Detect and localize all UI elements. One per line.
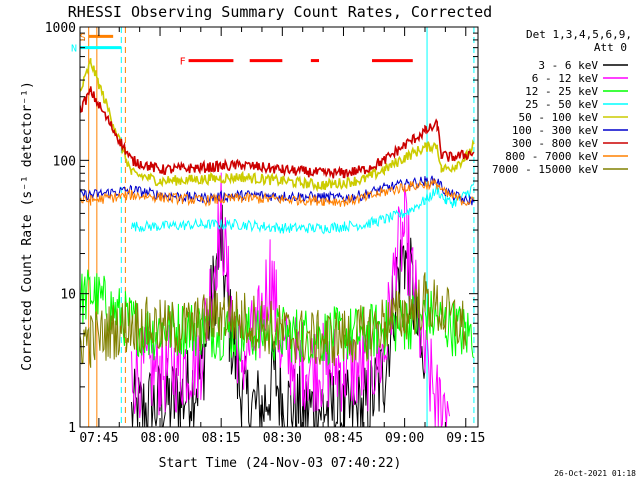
series-8 — [80, 272, 467, 368]
x-tick-label-6: 09:15 — [446, 431, 485, 446]
plot-area — [80, 27, 475, 427]
series-3-line-0 — [131, 183, 475, 235]
x-tick-label-2: 08:15 — [202, 431, 241, 446]
legend-entry-label-3: 25 - 50 keV — [525, 98, 598, 111]
x-tick-label-5: 09:00 — [385, 431, 424, 446]
series-4-line-0 — [80, 58, 475, 193]
series-1 — [131, 172, 450, 427]
x-axis-label: Start Time (24-Nov-03 07:40:22) — [159, 456, 402, 471]
axes: 1 10 100 1000 07:45 08:00 08:15 08:30 08:45 09:00… — [45, 21, 486, 446]
y-tick-label-1: 10 — [60, 288, 76, 303]
flag-label-0: S — [80, 32, 86, 43]
y-tick-label-3: 1000 — [45, 21, 76, 36]
legend-entry-label-4: 50 - 100 keV — [519, 111, 599, 124]
series-4 — [80, 58, 475, 193]
legend-entry-label-8: 7000 - 15000 keV — [492, 163, 598, 176]
flag-label-1: N — [71, 44, 77, 55]
x-tick-label-0: 07:45 — [79, 431, 118, 446]
y-axis-label: Corrected Count Rate (s⁻¹ detector⁻¹) — [20, 81, 35, 371]
flag-label-2: F — [180, 57, 186, 68]
legend-entry-label-1: 6 - 12 keV — [532, 72, 599, 85]
y-tick-label-2: 100 — [53, 154, 76, 169]
series-3 — [131, 183, 475, 235]
series-7-line-0 — [80, 178, 475, 208]
legend-header-line-1: Det 1,3,4,5,6,9, — [526, 28, 632, 41]
series-6-line-0 — [80, 86, 475, 179]
series-1-line-0 — [131, 172, 450, 427]
plot-frame — [79, 26, 479, 428]
series-0 — [131, 204, 426, 427]
series-6 — [80, 86, 475, 179]
legend-entry-label-6: 300 - 800 keV — [512, 137, 598, 150]
x-tick-label-1: 08:00 — [140, 431, 179, 446]
series-8-line-0 — [80, 272, 467, 368]
timestamp: 26-Oct-2021 01:18 — [554, 469, 636, 478]
chart-title: RHESSI Observing Summary Count Rates, Co… — [68, 3, 492, 21]
legend-header-line-2: Att 0 — [594, 41, 627, 54]
legend-entry-label-2: 12 - 25 keV — [525, 85, 598, 98]
legend-entry-label-0: 3 - 6 keV — [538, 59, 598, 72]
series-0-line-0 — [131, 204, 426, 427]
x-tick-label-4: 08:45 — [324, 431, 363, 446]
legend-entry-label-5: 100 - 300 keV — [512, 124, 598, 137]
legend-entry-label-7: 800 - 7000 keV — [505, 150, 598, 163]
series-7 — [80, 178, 475, 208]
y-tick-label-0: 1 — [68, 421, 76, 436]
x-tick-label-3: 08:30 — [263, 431, 302, 446]
